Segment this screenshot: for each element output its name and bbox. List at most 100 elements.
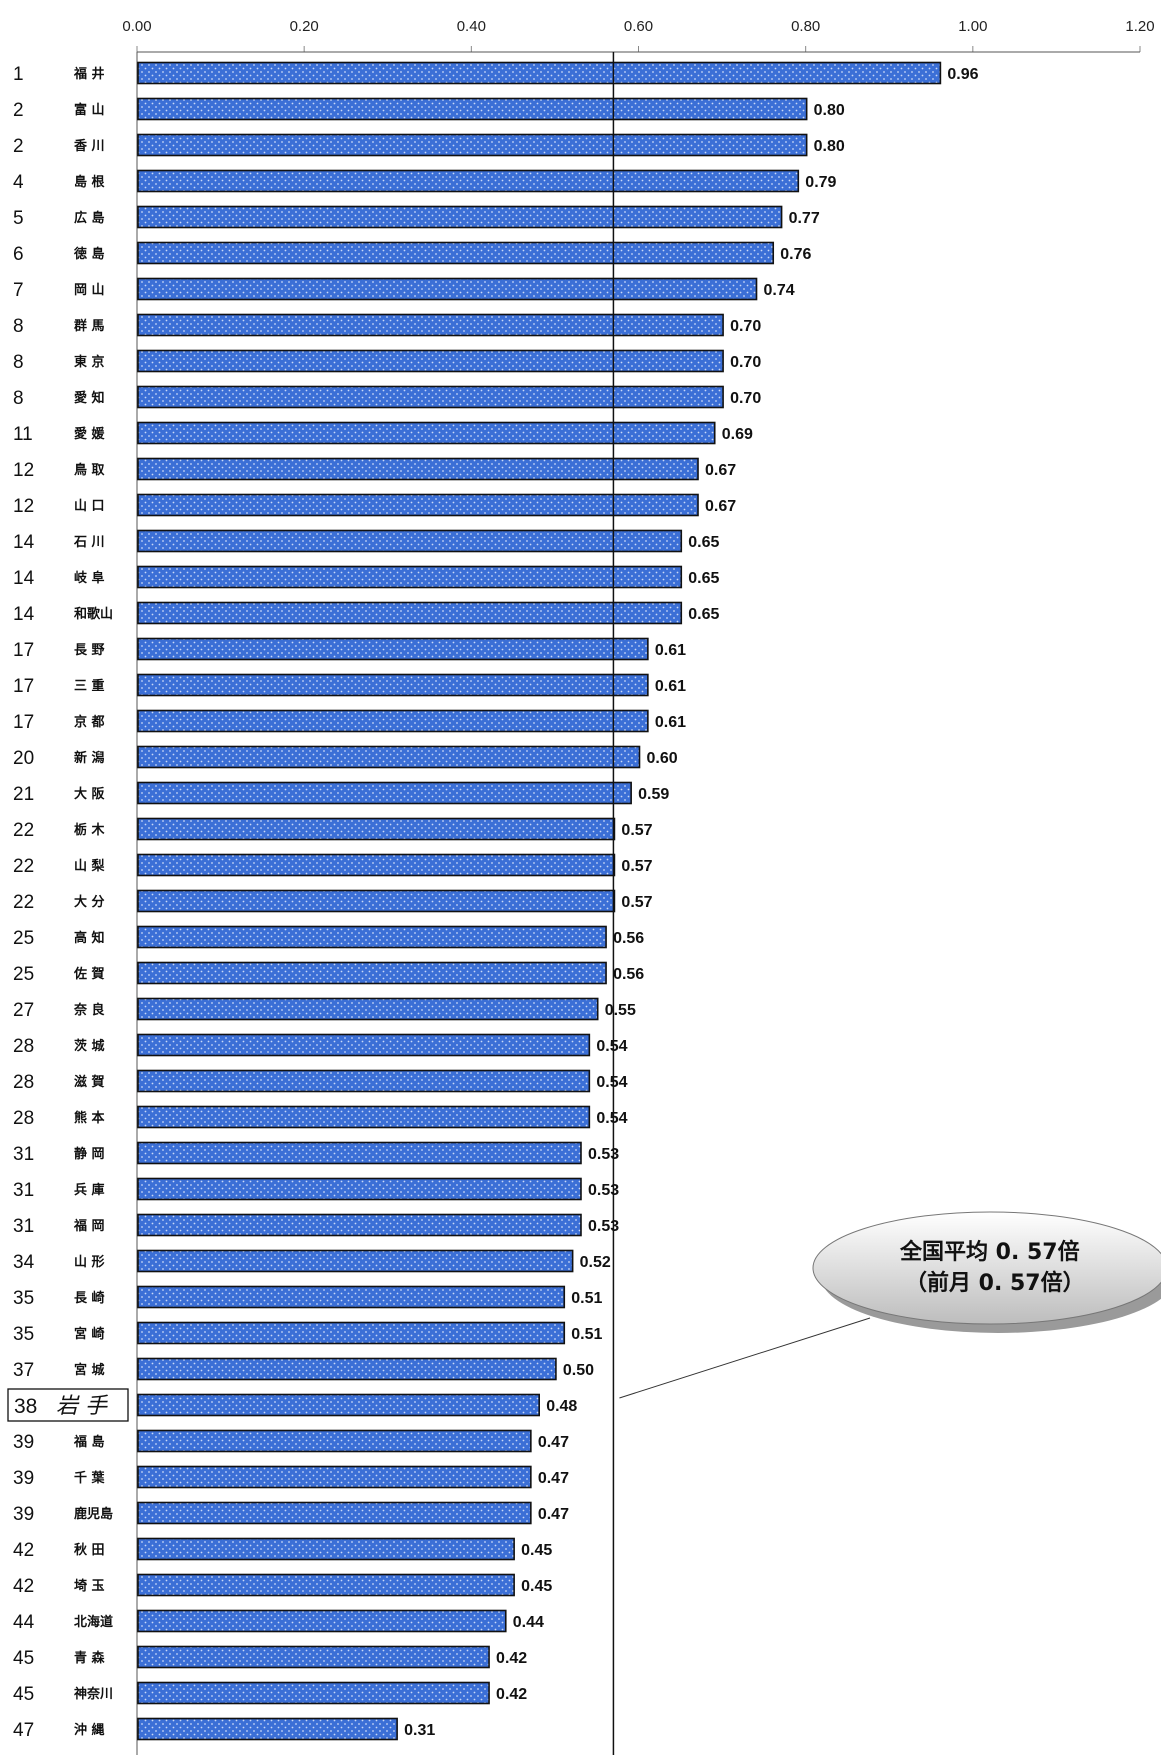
value-label: 0.60 — [647, 750, 678, 767]
prefecture-label: 大 阪 — [74, 786, 106, 802]
prefecture-label: 長 野 — [74, 643, 105, 658]
prefecture-label: 埼 玉 — [74, 1578, 105, 1594]
bars-layer — [137, 61, 942, 1741]
bar — [137, 1141, 582, 1165]
prefecture-label: 熊 本 — [74, 1110, 105, 1126]
rank-label: 38 — [14, 1395, 37, 1418]
rank-label: 22 — [13, 856, 34, 877]
bar — [137, 1465, 532, 1489]
prefecture-label: 長 崎 — [74, 1290, 105, 1306]
prefecture-label: 岡 山 — [74, 282, 105, 298]
rank-label: 28 — [13, 1072, 34, 1093]
prefecture-label: 静 岡 — [74, 1146, 105, 1162]
bar — [137, 997, 599, 1021]
value-label: 0.67 — [705, 498, 736, 515]
prefecture-label: 岩 手 — [56, 1394, 109, 1419]
bar — [137, 1501, 532, 1525]
bar — [137, 493, 699, 517]
rank-label: 34 — [13, 1252, 35, 1273]
x-tick-label: 1.20 — [1125, 18, 1154, 35]
value-label: 0.47 — [538, 1470, 569, 1487]
value-label: 0.69 — [722, 426, 753, 443]
value-label: 0.96 — [947, 66, 978, 83]
callout-pointer — [619, 1317, 871, 1399]
bar — [137, 709, 649, 733]
prefecture-label: 群 馬 — [74, 318, 105, 334]
prefecture-label: 岐 阜 — [74, 570, 105, 586]
value-label: 0.57 — [621, 894, 652, 911]
bar — [137, 1285, 566, 1309]
bar — [137, 925, 607, 949]
prefecture-label: 東 京 — [74, 354, 105, 370]
bar — [137, 1573, 515, 1597]
bar — [137, 637, 649, 661]
rank-label: 42 — [13, 1540, 34, 1561]
bar — [137, 457, 699, 481]
value-label: 0.65 — [688, 534, 719, 551]
bar — [137, 349, 724, 373]
x-tick-label: 0.80 — [791, 18, 820, 35]
prefecture-label: 山 梨 — [74, 858, 106, 874]
rank-label: 47 — [13, 1720, 34, 1741]
rank-label: 39 — [13, 1468, 34, 1489]
callout-line1: 全国平均 0. 57倍 — [899, 1239, 1080, 1265]
bar — [137, 1213, 582, 1237]
bar — [137, 241, 775, 265]
rank-label: 35 — [13, 1288, 34, 1309]
value-label: 0.65 — [688, 606, 719, 623]
bar — [137, 169, 800, 193]
bar — [137, 1717, 398, 1741]
prefecture-label: 香 川 — [73, 138, 105, 154]
rank-label: 45 — [13, 1684, 34, 1705]
prefecture-label: 青 森 — [74, 1650, 106, 1666]
value-label: 0.55 — [605, 1002, 636, 1019]
bar — [137, 1177, 582, 1201]
rank-label: 22 — [13, 820, 34, 841]
prefecture-label: 愛 知 — [74, 390, 105, 406]
value-label: 0.53 — [588, 1182, 619, 1199]
value-label: 0.79 — [805, 174, 836, 191]
prefecture-label: 山 口 — [74, 498, 105, 514]
prefecture-label: 福 井 — [73, 66, 105, 82]
prefecture-label: 佐 賀 — [73, 966, 105, 982]
rank-label: 31 — [13, 1216, 34, 1237]
prefecture-label: 富 山 — [74, 102, 105, 118]
value-label: 0.42 — [496, 1686, 527, 1703]
prefecture-label: 奈 良 — [73, 1002, 105, 1018]
value-label: 0.42 — [496, 1650, 527, 1667]
value-label: 0.53 — [588, 1146, 619, 1163]
prefecture-label: 栃 木 — [74, 822, 106, 838]
value-label: 0.51 — [571, 1290, 602, 1307]
bar — [137, 1537, 515, 1561]
rank-label: 11 — [13, 424, 33, 445]
rank-label: 28 — [13, 1108, 34, 1129]
bar — [137, 853, 616, 877]
value-label: 0.67 — [705, 462, 736, 479]
rank-label: 27 — [13, 1000, 34, 1021]
prefecture-label: 千 葉 — [74, 1470, 106, 1486]
rank-label: 45 — [13, 1648, 34, 1669]
rank-label: 8 — [13, 388, 24, 409]
prefecture-label: 愛 媛 — [74, 426, 106, 442]
bar — [137, 205, 783, 229]
rank-label: 1 — [13, 64, 24, 85]
value-label: 0.51 — [571, 1326, 602, 1343]
bar — [137, 97, 808, 121]
bar — [137, 673, 649, 697]
rank-label: 31 — [13, 1144, 34, 1165]
value-label: 0.31 — [404, 1722, 435, 1739]
bar — [137, 1609, 507, 1633]
prefecture-label: 三 重 — [74, 678, 105, 694]
prefecture-label: 沖 縄 — [74, 1722, 105, 1738]
prefecture-label: 広 島 — [74, 210, 105, 226]
prefecture-label: 北海道 — [74, 1614, 113, 1630]
x-tick-label: 0.40 — [457, 18, 486, 35]
rank-label: 39 — [13, 1432, 34, 1453]
value-label: 0.44 — [513, 1614, 544, 1631]
value-label: 0.70 — [730, 390, 761, 407]
value-label: 0.53 — [588, 1218, 619, 1235]
rank-label: 42 — [13, 1576, 34, 1597]
prefecture-label: 兵 庫 — [74, 1182, 105, 1198]
rank-label: 28 — [13, 1036, 34, 1057]
value-label: 0.61 — [655, 642, 686, 659]
